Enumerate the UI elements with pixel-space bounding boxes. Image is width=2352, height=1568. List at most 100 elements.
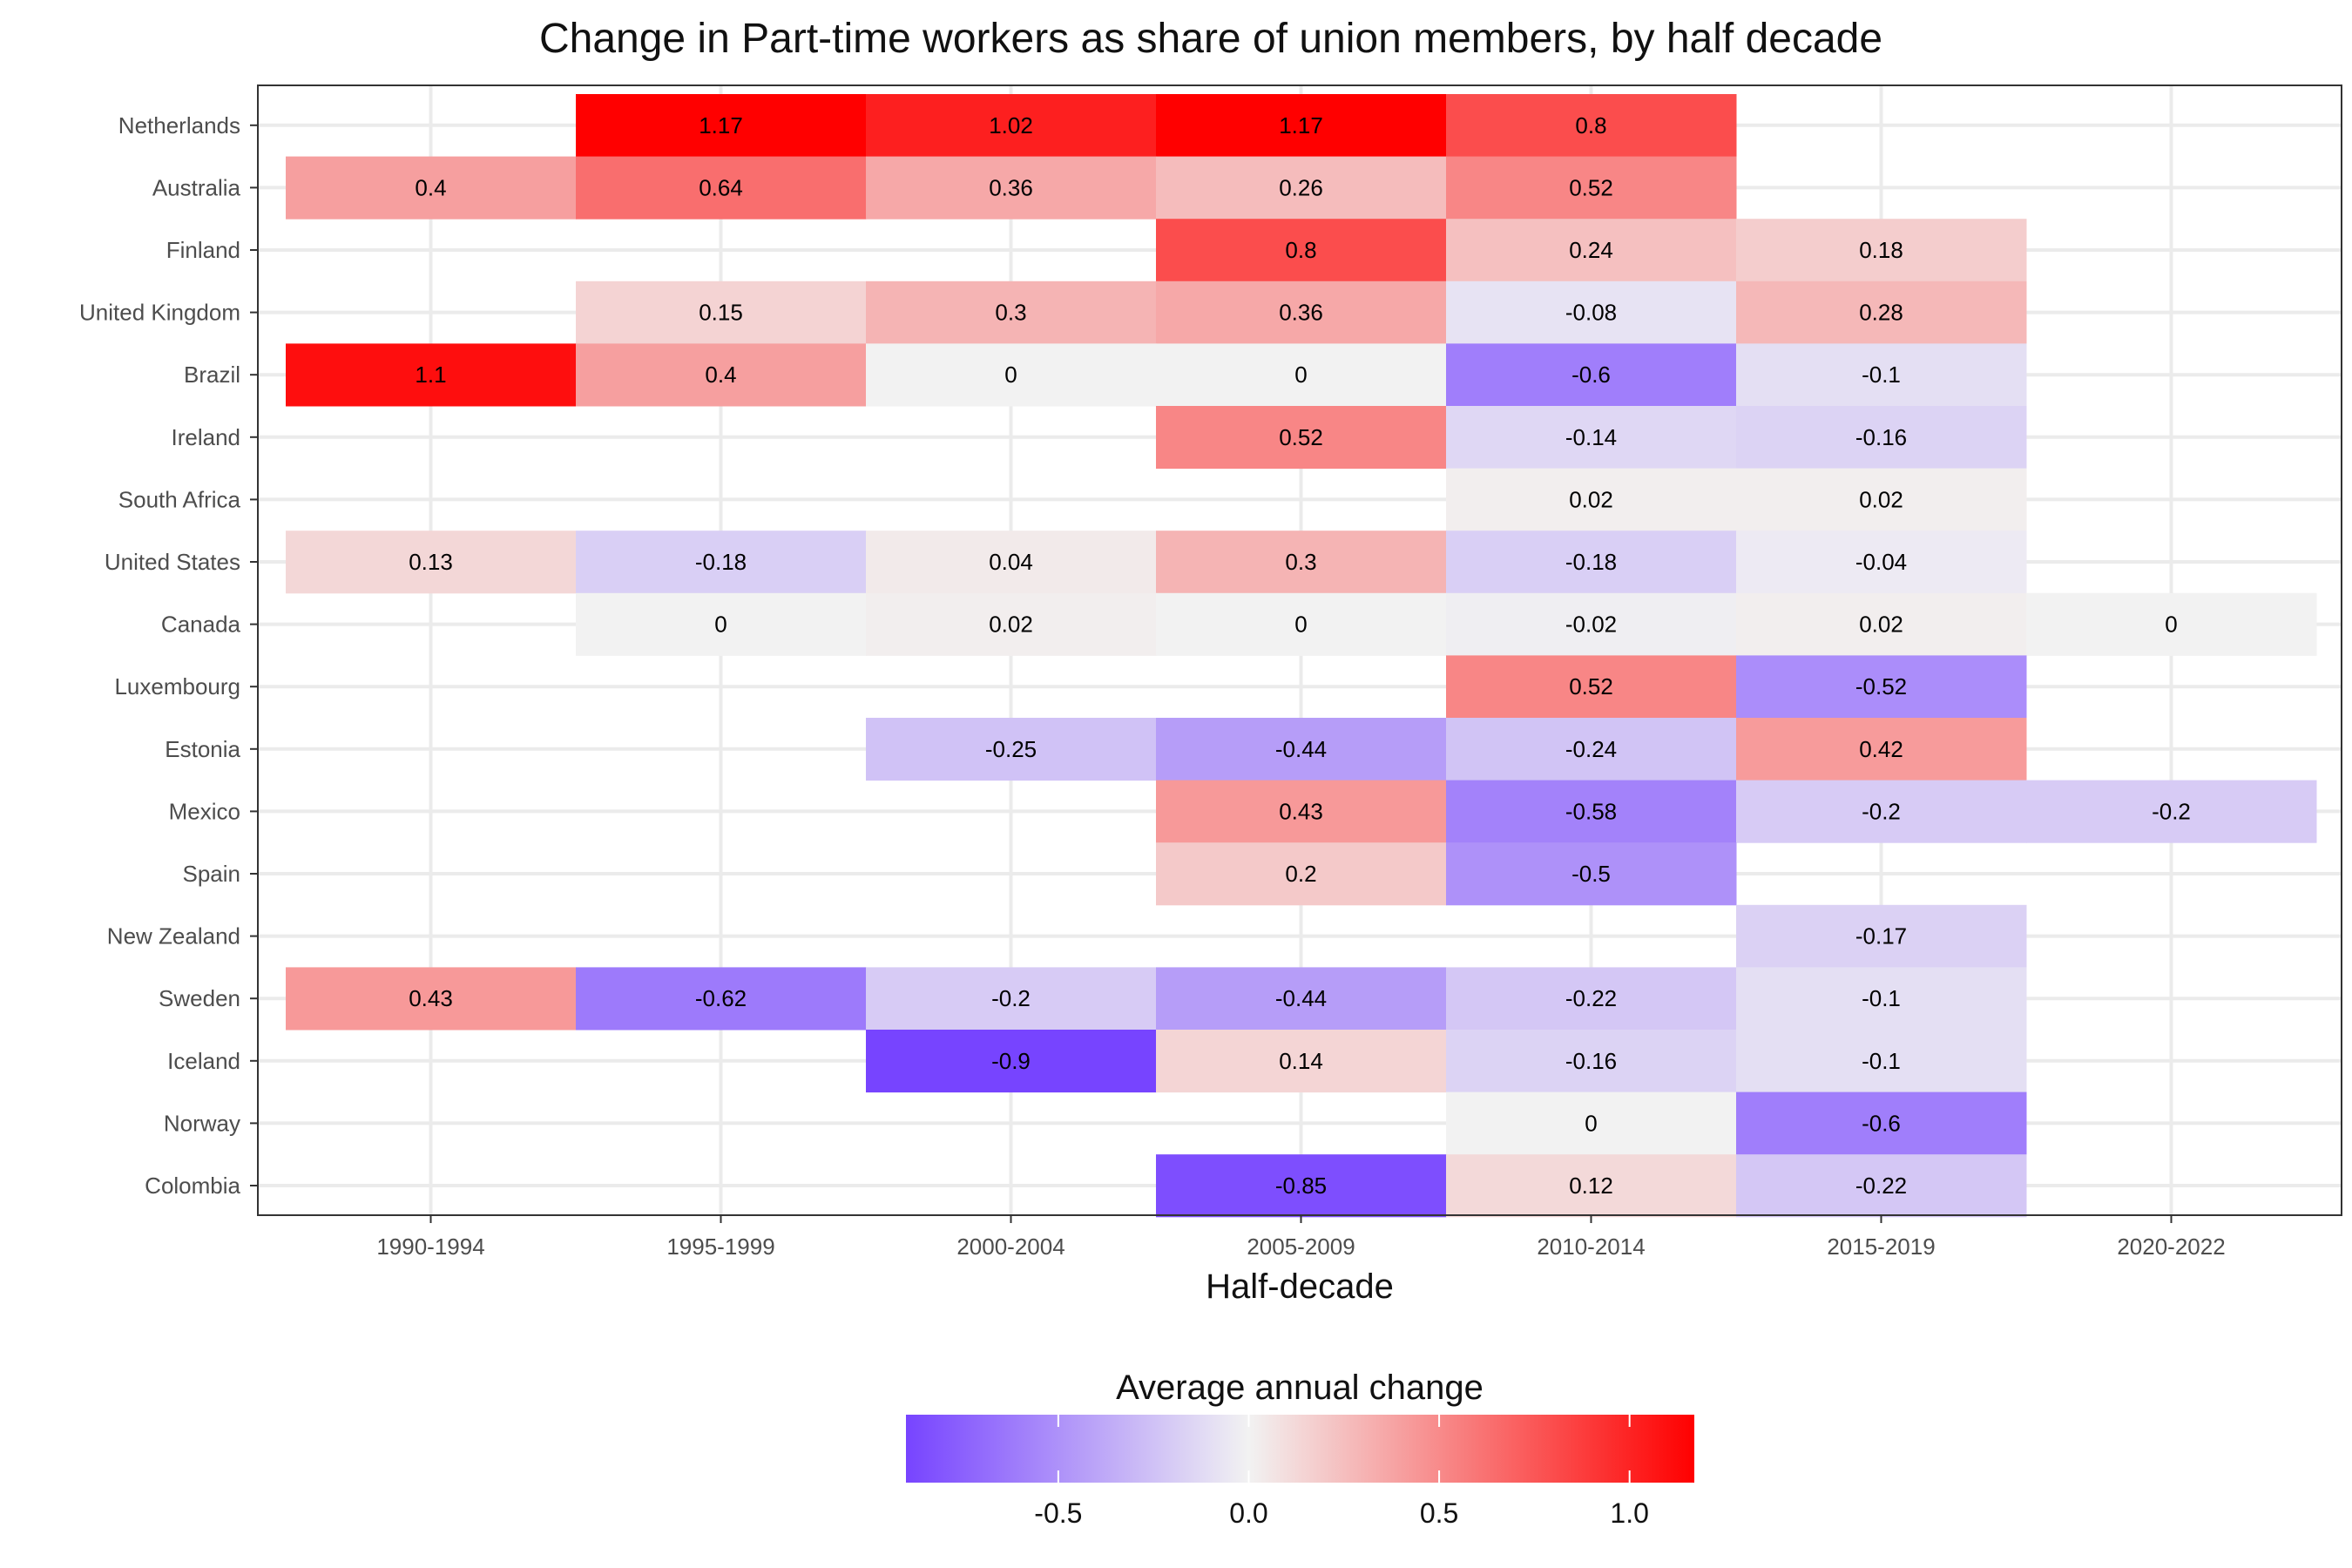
cell-value-label: 0 [714,612,727,638]
x-tick-label: 1990-1994 [376,1233,484,1260]
legend-ticks: -0.5 0.0 0.5 1.0 [1034,1415,1649,1529]
heatmap-cell [1736,531,2027,594]
cell-value-label: 0.52 [1569,174,1613,200]
cell-value-label: 0.3 [1285,549,1316,575]
cell-value-label: -0.2 [2152,798,2191,824]
heatmap-cell [1736,1092,2027,1155]
y-tick-label: Netherlands [118,112,240,139]
heatmap-cell [576,94,867,158]
cell-value-label: 0.02 [1859,486,1903,512]
heatmap-cell [1736,967,2027,1031]
cell-value-label: -0.16 [1565,1048,1617,1074]
cell-value-label: -0.25 [985,736,1037,762]
heatmap-cell [1736,1154,2027,1218]
cell-value-label: 0.52 [1569,673,1613,700]
heatmap-cell [1156,1154,1447,1218]
cell-value-label: 0.18 [1859,237,1903,263]
x-tick-label: 2005-2009 [1247,1233,1355,1260]
cell-value-label: 0 [2165,612,2177,638]
y-tick-label: Mexico [169,798,240,824]
y-tick-label: Iceland [167,1048,240,1074]
cell-value-label: 0.36 [989,174,1033,200]
heatmap-cell [576,592,867,656]
legend-tick-label: 1.0 [1610,1497,1648,1529]
heatmap-cell [1156,1030,1447,1093]
cell-value-label: -0.18 [1565,549,1617,575]
legend-tick-label: 0.0 [1229,1497,1267,1529]
cell-value-label: 0.13 [409,549,453,575]
heatmap-cell [1156,531,1447,594]
cell-value-label: 0.42 [1859,736,1903,762]
y-tick-label: Spain [183,861,241,887]
x-axis: 1990-1994 1995-1999 2000-2004 2005-2009 2010… [376,1215,2226,1260]
cell-value-label: 0.02 [989,612,1033,638]
legend-title: Average annual change [1116,1369,1484,1407]
cell-value-label: 0.26 [1279,174,1323,200]
x-tick-label: 1995-1999 [666,1233,774,1260]
heatmap-cell [286,343,577,407]
cell-value-label: 0 [1585,1110,1597,1136]
y-axis: Netherlands Australia Finland United Kingdo… [79,112,258,1199]
cell-value-label: -0.6 [1862,1110,1901,1136]
cell-value-label: 0.4 [705,362,736,388]
heatmap-cell [2026,780,2317,843]
y-tick-label: United States [105,549,240,575]
chart-title: Change in Part-time workers as share of … [539,16,1882,62]
cell-value-label: -0.58 [1565,798,1617,824]
cell-value-label: -0.5 [1571,861,1611,887]
heatmap-cell [866,592,1157,656]
y-tick-label: Brazil [184,362,240,388]
heatmap-cell [1736,219,2027,282]
cell-value-label: -0.14 [1565,424,1617,450]
cell-value-label: 0.02 [1859,612,1903,638]
panel-border [257,84,2342,1216]
heatmap-cell [1446,1030,1737,1093]
y-tick-label: Finland [166,237,240,263]
cell-value-label: 0.24 [1569,237,1613,263]
cell-value-label: 0.14 [1279,1048,1323,1074]
cell-value-label: -0.52 [1855,673,1907,700]
heatmap-cell [1156,219,1447,282]
heatmap-cell [1156,406,1447,470]
x-tick-label: 2015-2019 [1827,1233,1935,1260]
heatmap-cell [1446,592,1737,656]
heatmap-cell [1156,718,1447,781]
heatmap-cell [1446,780,1737,843]
cell-labels: 1.17 1.02 1.17 0.8 0.4 0.64 0.36 0.26 0.52 0.8 0.2… [409,112,2191,1199]
cell-value-label: 0.52 [1279,424,1323,450]
cell-value-label: -0.62 [695,985,747,1011]
heatmap-cell [1446,718,1737,781]
heatmap-cell [1446,531,1737,594]
heatmap-cell [576,156,867,220]
cell-value-label: -0.6 [1571,362,1611,388]
cell-value-label: -0.22 [1855,1173,1907,1199]
heatmap-cell [866,1030,1157,1093]
cell-value-label: -0.9 [991,1048,1031,1074]
cell-value-label: 1.17 [1279,112,1323,139]
heatmap-cell [576,967,867,1031]
cell-value-label: -0.18 [695,549,747,575]
heatmap-cells [286,94,2317,1218]
y-tick-label: Australia [152,174,241,200]
cell-value-label: 0 [1294,612,1307,638]
x-tick-label: 2000-2004 [956,1233,1064,1260]
heatmap-cell [1446,842,1737,906]
cell-value-label: 0.15 [699,300,743,326]
heatmap-cell [1446,156,1737,220]
heatmap-cell [1446,219,1737,282]
heatmap-cell [1736,343,2027,407]
heatmap-cell [1446,280,1737,344]
legend-tick-label: -0.5 [1034,1497,1082,1529]
cell-value-label: -0.24 [1565,736,1617,762]
heatmap-cell [1736,655,2027,719]
heatmap-cell [1446,343,1737,407]
y-tick-label: United Kingdom [79,300,240,326]
heatmap-cell [1736,1030,2027,1093]
cell-value-label: -0.1 [1862,1048,1901,1074]
legend-colorbar [906,1415,1694,1483]
cell-value-label: 0.43 [409,985,453,1011]
heatmap-cell [1446,94,1737,158]
cell-value-label: -0.2 [991,985,1031,1011]
heatmap-cell [576,343,867,407]
x-axis-title: Half-decade [1206,1267,1394,1306]
